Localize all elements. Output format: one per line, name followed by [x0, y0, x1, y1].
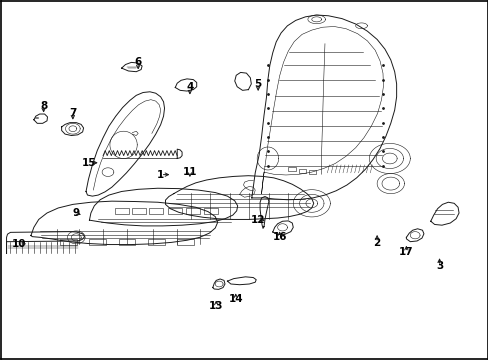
Text: 13: 13 — [208, 301, 223, 311]
Text: 4: 4 — [186, 82, 193, 93]
Text: 5: 5 — [254, 79, 261, 89]
Bar — [148, 239, 164, 244]
Bar — [119, 239, 135, 244]
Bar — [89, 239, 106, 244]
Bar — [167, 208, 181, 214]
Bar — [115, 208, 129, 214]
Text: 8: 8 — [40, 101, 47, 111]
Text: 11: 11 — [182, 167, 197, 177]
Text: 12: 12 — [250, 215, 265, 225]
Bar — [149, 208, 163, 214]
Bar — [177, 239, 193, 244]
Bar — [132, 208, 146, 214]
Bar — [60, 239, 77, 244]
Text: 15: 15 — [82, 158, 97, 168]
Text: 14: 14 — [228, 294, 243, 304]
Bar — [185, 208, 199, 214]
Text: 1: 1 — [157, 170, 164, 180]
Text: 16: 16 — [272, 232, 286, 242]
Text: 17: 17 — [398, 247, 413, 257]
Text: 10: 10 — [12, 239, 26, 249]
Bar — [288, 167, 295, 171]
Bar — [203, 208, 217, 214]
Text: 9: 9 — [73, 208, 80, 218]
Text: 3: 3 — [435, 261, 442, 271]
Bar — [299, 169, 306, 173]
Text: 6: 6 — [134, 57, 142, 67]
Text: 7: 7 — [69, 108, 77, 118]
Text: 2: 2 — [373, 238, 380, 248]
Bar — [308, 170, 316, 174]
